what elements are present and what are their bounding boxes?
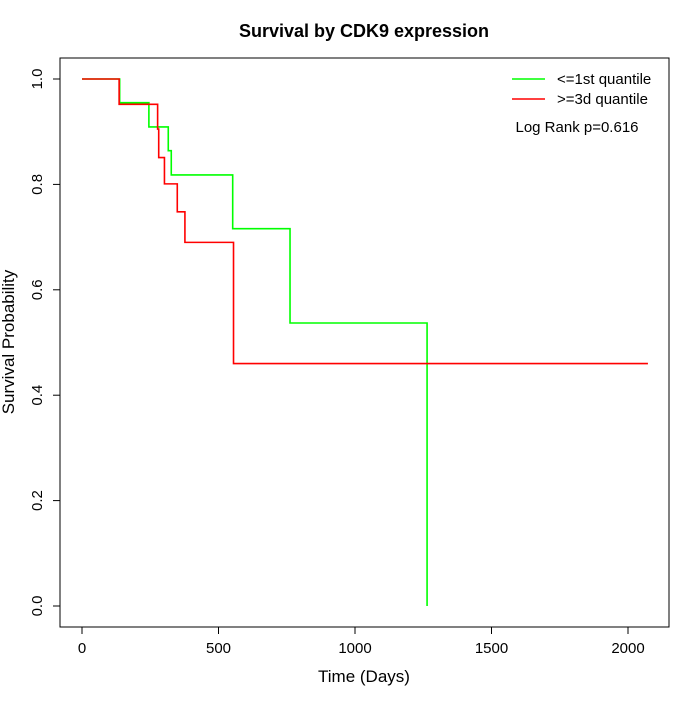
y-tick-label: 0.0	[29, 596, 46, 617]
log-rank-annotation: Log Rank p=0.616	[515, 119, 638, 136]
x-tick-label: 1000	[338, 640, 371, 657]
survival-curve-1	[82, 78, 428, 606]
x-tick-label: 500	[206, 640, 231, 657]
x-tick-label: 0	[78, 640, 86, 657]
y-tick-label: 0.8	[29, 174, 46, 195]
series-lines	[82, 78, 648, 606]
y-axis: 0.0 0.2 0.4 0.6 0.8 1.0	[29, 69, 61, 617]
x-tick-label: 2000	[611, 640, 644, 657]
y-tick-label: 0.4	[29, 385, 46, 406]
legend: <=1st quantile >=3d quantile	[512, 71, 651, 108]
legend-label: >=3d quantile	[557, 91, 648, 108]
x-axis: 0 500 1000 1500 2000	[78, 626, 645, 657]
chart-title: Survival by CDK9 expression	[239, 21, 489, 41]
y-tick-label: 1.0	[29, 69, 46, 90]
x-tick-label: 1500	[475, 640, 508, 657]
survival-curve-2	[82, 78, 648, 365]
plot-box	[59, 57, 670, 628]
legend-label: <=1st quantile	[557, 71, 651, 88]
y-tick-label: 0.2	[29, 490, 46, 511]
y-axis-label: Survival Probability	[0, 269, 18, 414]
x-axis-label: Time (Days)	[318, 667, 410, 686]
y-tick-label: 0.6	[29, 279, 46, 300]
